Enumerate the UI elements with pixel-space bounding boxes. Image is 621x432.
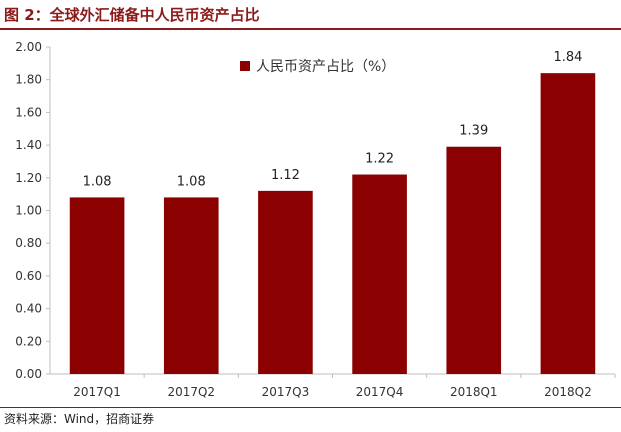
legend-label: 人民币资产占比（%） — [256, 59, 395, 75]
y-tick-label: 0.00 — [15, 367, 42, 381]
bar — [540, 73, 596, 374]
y-tick-label: 2.00 — [15, 40, 42, 54]
source-note: 资料来源：Wind，招商证券 — [4, 412, 155, 426]
x-tick-label: 2017Q4 — [356, 385, 404, 399]
y-tick-label: 1.20 — [15, 171, 42, 185]
data-label: 1.12 — [271, 168, 300, 183]
x-tick-label: 2017Q1 — [73, 385, 121, 399]
bar — [69, 197, 125, 374]
x-tick-label: 2018Q2 — [544, 385, 592, 399]
bar — [163, 197, 219, 374]
y-tick-label: 1.80 — [15, 73, 42, 87]
y-tick-label: 1.40 — [15, 138, 42, 152]
title-rule — [0, 28, 621, 30]
y-tick-label: 0.20 — [15, 334, 42, 348]
figure-title: 图 2：全球外汇储备中人民币资产占比 — [4, 6, 260, 24]
y-tick-label: 1.00 — [15, 204, 42, 218]
data-label: 1.08 — [177, 174, 206, 189]
y-tick-label: 1.60 — [15, 105, 42, 119]
source-rule — [0, 407, 621, 408]
bar — [258, 190, 313, 374]
legend-swatch — [240, 61, 250, 71]
data-label: 1.22 — [365, 152, 394, 167]
bar — [352, 174, 407, 374]
y-tick-label: 0.60 — [15, 269, 42, 283]
x-tick-label: 2017Q3 — [262, 385, 310, 399]
bar — [446, 146, 502, 374]
x-tick-label: 2018Q1 — [450, 385, 498, 399]
x-tick-label: 2017Q2 — [167, 385, 215, 399]
data-label: 1.84 — [553, 50, 582, 65]
data-label: 1.08 — [83, 174, 112, 189]
data-label: 1.39 — [459, 124, 488, 139]
y-tick-label: 0.80 — [15, 236, 42, 250]
y-tick-label: 0.40 — [15, 302, 42, 316]
